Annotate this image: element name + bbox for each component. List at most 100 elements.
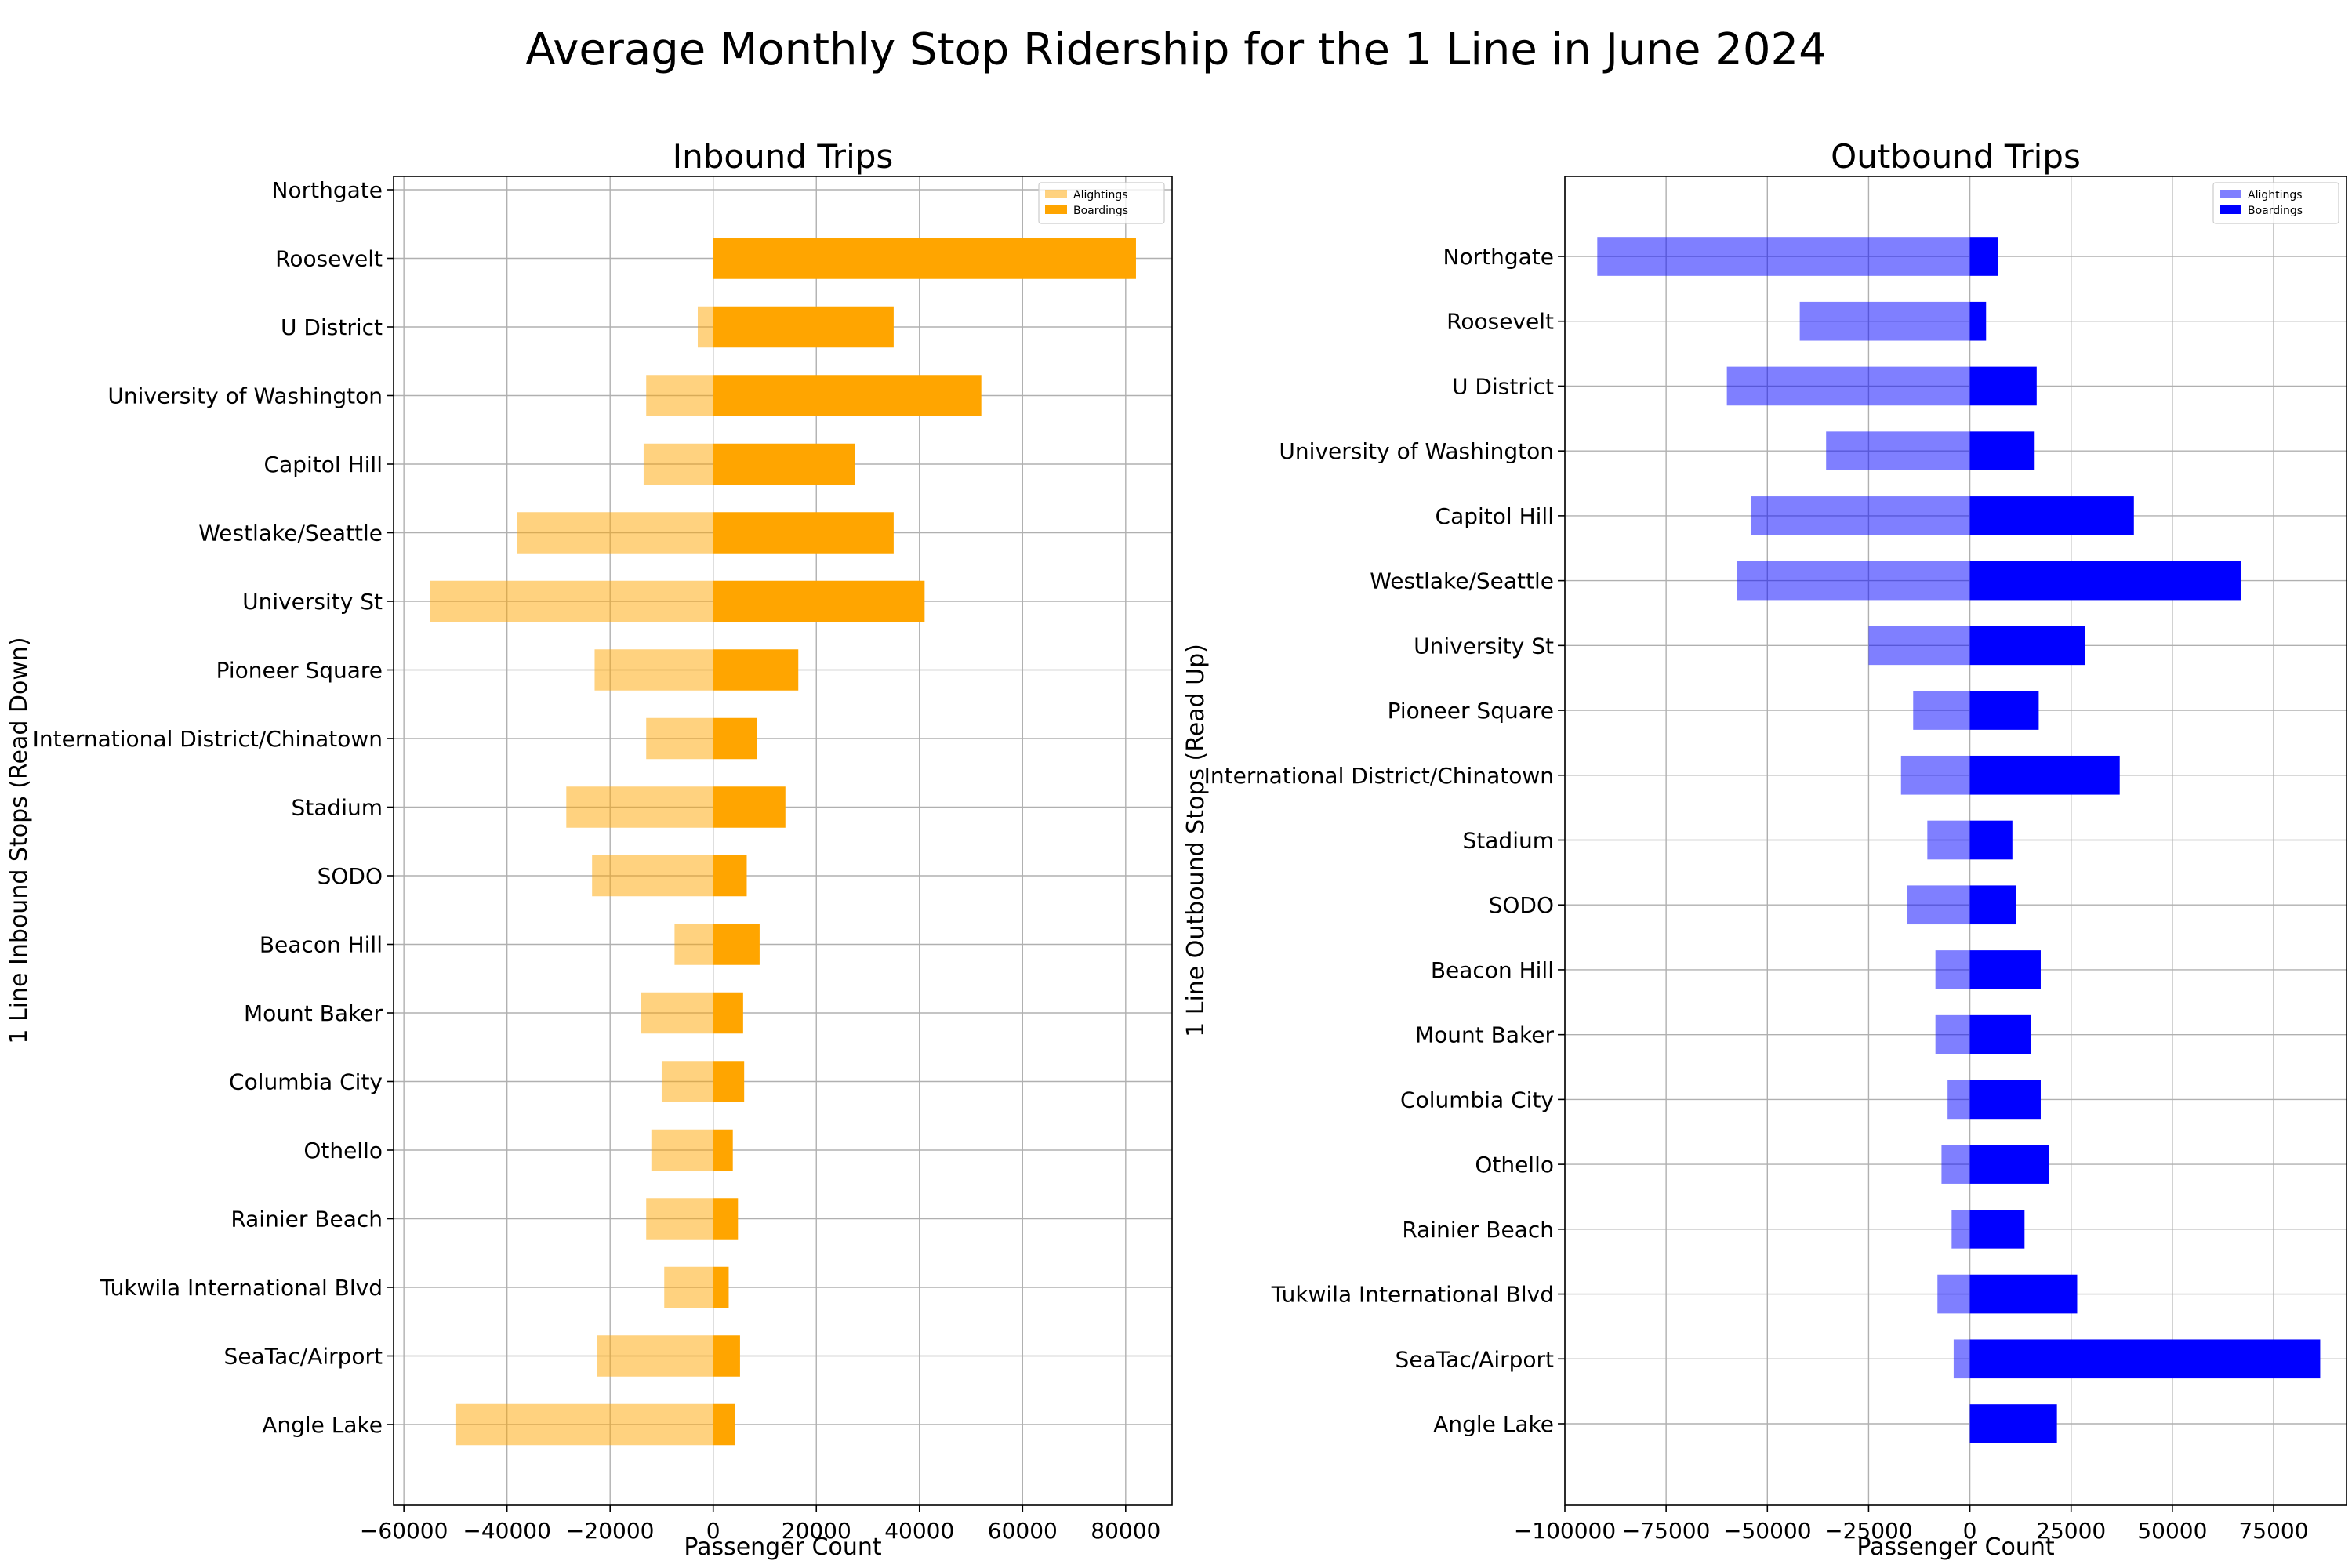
inbound-bar-boardings-13	[713, 1061, 745, 1102]
inbound-bar-alightings-17	[597, 1335, 713, 1377]
outbound-bar-alightings-6	[1868, 626, 1970, 666]
inbound-bar-boardings-8	[713, 717, 757, 760]
inbound-legend-label-alightings: Alightings	[1073, 189, 1128, 201]
inbound-bar-boardings-1	[713, 238, 1136, 279]
inbound-ytick-label: SeaTac/Airport	[224, 1344, 383, 1370]
inbound-bar-alightings-16	[664, 1266, 713, 1308]
outbound-bar-boardings-2	[1969, 366, 2037, 406]
inbound-ytick-label: SODO	[318, 863, 383, 889]
inbound-bar-boardings-3	[713, 375, 982, 416]
outbound-bar-boardings-11	[1969, 950, 2041, 989]
outbound-bar-alightings-8	[1900, 755, 1970, 795]
inbound-bar-alightings-4	[643, 443, 713, 485]
outbound-y-axis-label: 1 Line Outbound Stops (Read Up)	[1182, 644, 1210, 1037]
inbound-ytick-label: Columbia City	[229, 1069, 383, 1095]
outbound-bar-boardings-15	[1969, 1210, 2025, 1249]
inbound-ytick-label: Northgate	[272, 177, 383, 203]
inbound-bar-alightings-12	[641, 992, 713, 1034]
inbound-chart-title: Inbound Trips	[673, 137, 894, 176]
inbound-ytick-label: Mount Baker	[244, 1000, 383, 1026]
outbound-bar-boardings-16	[1969, 1274, 2078, 1314]
inbound-bar-boardings-11	[713, 924, 760, 965]
outbound-ytick-label: Beacon Hill	[1431, 957, 1554, 983]
figure-title: Average Monthly Stop Ridership for the 1…	[525, 24, 1827, 75]
outbound-x-axis-label: Passenger Count	[1857, 1534, 2055, 1561]
outbound-bar-boardings-0	[1969, 237, 1998, 276]
outbound-bar-boardings-17	[1969, 1339, 2321, 1379]
outbound-bar-boardings-5	[1969, 561, 2241, 601]
outbound-xtick-label: 25000	[2036, 1518, 2106, 1544]
outbound-ytick-label: Angle Lake	[1433, 1411, 1554, 1437]
outbound-xtick-label: −75000	[1622, 1518, 1711, 1544]
outbound-ytick-label: Mount Baker	[1415, 1022, 1554, 1048]
inbound-ytick-label: Othello	[303, 1138, 383, 1163]
outbound-ytick-label: SODO	[1489, 892, 1554, 918]
inbound-xtick-label: 40000	[884, 1518, 954, 1544]
outbound-ytick-label: Pioneer Square	[1388, 698, 1554, 724]
outbound-legend-swatch-boardings	[2220, 205, 2241, 214]
inbound-chart: −60000 −40000 −20000 0 20000 40000 60000 80000 N…	[5, 137, 1173, 1561]
inbound-bar-boardings-16	[713, 1266, 729, 1308]
inbound-legend-swatch-boardings	[1045, 205, 1067, 214]
outbound-bar-alightings-11	[1935, 950, 1970, 989]
outbound-bar-alightings-2	[1726, 366, 1970, 406]
inbound-bar-boardings-6	[713, 580, 925, 622]
outbound-ytick-label: Rainier Beach	[1402, 1217, 1554, 1243]
outbound-bar-alightings-16	[1937, 1274, 1970, 1314]
outbound-bar-boardings-18	[1969, 1404, 2057, 1443]
outbound-ytick-label: University St	[1414, 633, 1554, 659]
inbound-xtick-label: 80000	[1091, 1518, 1160, 1544]
inbound-ytick-label: Capitol Hill	[264, 452, 383, 477]
inbound-bar-alightings-7	[594, 649, 713, 691]
outbound-bar-boardings-7	[1969, 691, 2039, 730]
inbound-xtick-label: 0	[706, 1518, 720, 1544]
outbound-xtick-label: −25000	[1824, 1518, 1913, 1544]
inbound-bar-alightings-18	[455, 1403, 713, 1446]
inbound-legend-swatch-alightings	[1045, 190, 1067, 198]
inbound-x-axis-label: Passenger Count	[684, 1534, 882, 1561]
inbound-ytick-label: University St	[242, 589, 383, 615]
outbound-ytick-label: Columbia City	[1400, 1087, 1554, 1112]
outbound-bar-alightings-3	[1826, 431, 1970, 470]
inbound-bar-boardings-18	[713, 1403, 735, 1446]
outbound-ytick-label: Tukwila International Blvd	[1271, 1282, 1554, 1308]
inbound-bar-boardings-2	[713, 306, 894, 348]
outbound-bar-boardings-4	[1969, 496, 2134, 535]
inbound-bar-alightings-13	[661, 1061, 713, 1102]
inbound-bar-alightings-10	[592, 855, 713, 897]
inbound-bar-alightings-14	[651, 1129, 713, 1171]
outbound-bar-alightings-0	[1597, 237, 1970, 276]
outbound-bar-alightings-4	[1751, 496, 1970, 535]
outbound-bar-alightings-17	[1953, 1339, 1970, 1379]
inbound-xtick-label: −40000	[463, 1518, 551, 1544]
inbound-bar-boardings-9	[713, 786, 786, 828]
outbound-ytick-label: International District/Chinatown	[1204, 763, 1554, 789]
inbound-legend-box	[1038, 182, 1165, 224]
inbound-ytick-label: Beacon Hill	[260, 932, 383, 958]
outbound-bar-alightings-9	[1927, 820, 1970, 860]
outbound-ytick-label: Capitol Hill	[1436, 503, 1554, 529]
outbound-axes-frame	[1564, 176, 2347, 1506]
outbound-bar-alightings-13	[1947, 1080, 1970, 1120]
inbound-ytick-label: University of Washington	[107, 383, 383, 409]
outbound-ytick-label: Westlake/Seattle	[1370, 568, 1554, 594]
outbound-bar-boardings-8	[1969, 755, 2120, 795]
outbound-xtick-label: −50000	[1723, 1518, 1812, 1544]
outbound-xtick-label: −100000	[1514, 1518, 1616, 1544]
outbound-bar-alightings-7	[1913, 691, 1970, 730]
inbound-ytick-label: U District	[281, 314, 383, 340]
outbound-ytick-label: University of Washington	[1279, 438, 1554, 464]
inbound-bar-boardings-14	[713, 1129, 733, 1171]
inbound-bar-alightings-15	[646, 1198, 713, 1240]
inbound-ytick-label: International District/Chinatown	[33, 726, 383, 752]
inbound-legend-label-boardings: Boardings	[1073, 205, 1128, 217]
inbound-bar-alightings-11	[674, 924, 713, 965]
outbound-legend-label-boardings: Boardings	[2248, 205, 2303, 217]
outbound-bar-boardings-3	[1969, 431, 2035, 470]
outbound-bar-boardings-14	[1969, 1145, 2049, 1184]
outbound-bar-alightings-14	[1941, 1145, 1970, 1184]
outbound-legend-box	[2212, 182, 2339, 224]
inbound-bar-boardings-5	[713, 512, 894, 554]
outbound-bar-boardings-13	[1969, 1080, 2041, 1120]
